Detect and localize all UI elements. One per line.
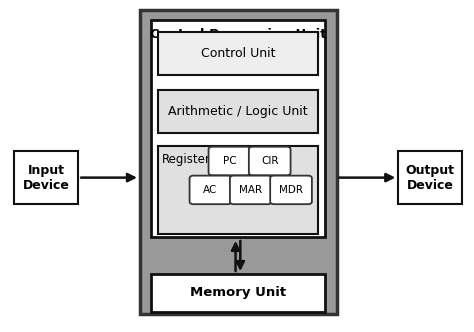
Text: Output
Device: Output Device bbox=[406, 164, 455, 192]
Text: Central Processing Unit: Central Processing Unit bbox=[150, 28, 326, 42]
FancyBboxPatch shape bbox=[209, 147, 250, 175]
Text: MAR: MAR bbox=[239, 185, 262, 195]
Text: Control Unit: Control Unit bbox=[201, 46, 275, 60]
Text: PC: PC bbox=[223, 156, 236, 166]
Bar bbox=[158, 146, 318, 234]
Bar bbox=[151, 20, 325, 237]
Bar bbox=[158, 32, 318, 75]
Text: Registers: Registers bbox=[162, 153, 217, 166]
Text: AC: AC bbox=[203, 185, 218, 195]
FancyBboxPatch shape bbox=[249, 147, 291, 175]
Bar bbox=[398, 151, 462, 204]
Text: CIR: CIR bbox=[261, 156, 278, 166]
Bar bbox=[14, 151, 78, 204]
FancyBboxPatch shape bbox=[190, 176, 231, 204]
FancyBboxPatch shape bbox=[270, 176, 312, 204]
Text: Memory Unit: Memory Unit bbox=[190, 286, 286, 299]
Bar bbox=[158, 90, 318, 133]
Bar bbox=[151, 274, 325, 312]
Text: Arithmetic / Logic Unit: Arithmetic / Logic Unit bbox=[168, 105, 308, 118]
Text: Input
Device: Input Device bbox=[23, 164, 70, 192]
FancyBboxPatch shape bbox=[230, 176, 272, 204]
Bar bbox=[140, 10, 337, 314]
Text: MDR: MDR bbox=[279, 185, 303, 195]
